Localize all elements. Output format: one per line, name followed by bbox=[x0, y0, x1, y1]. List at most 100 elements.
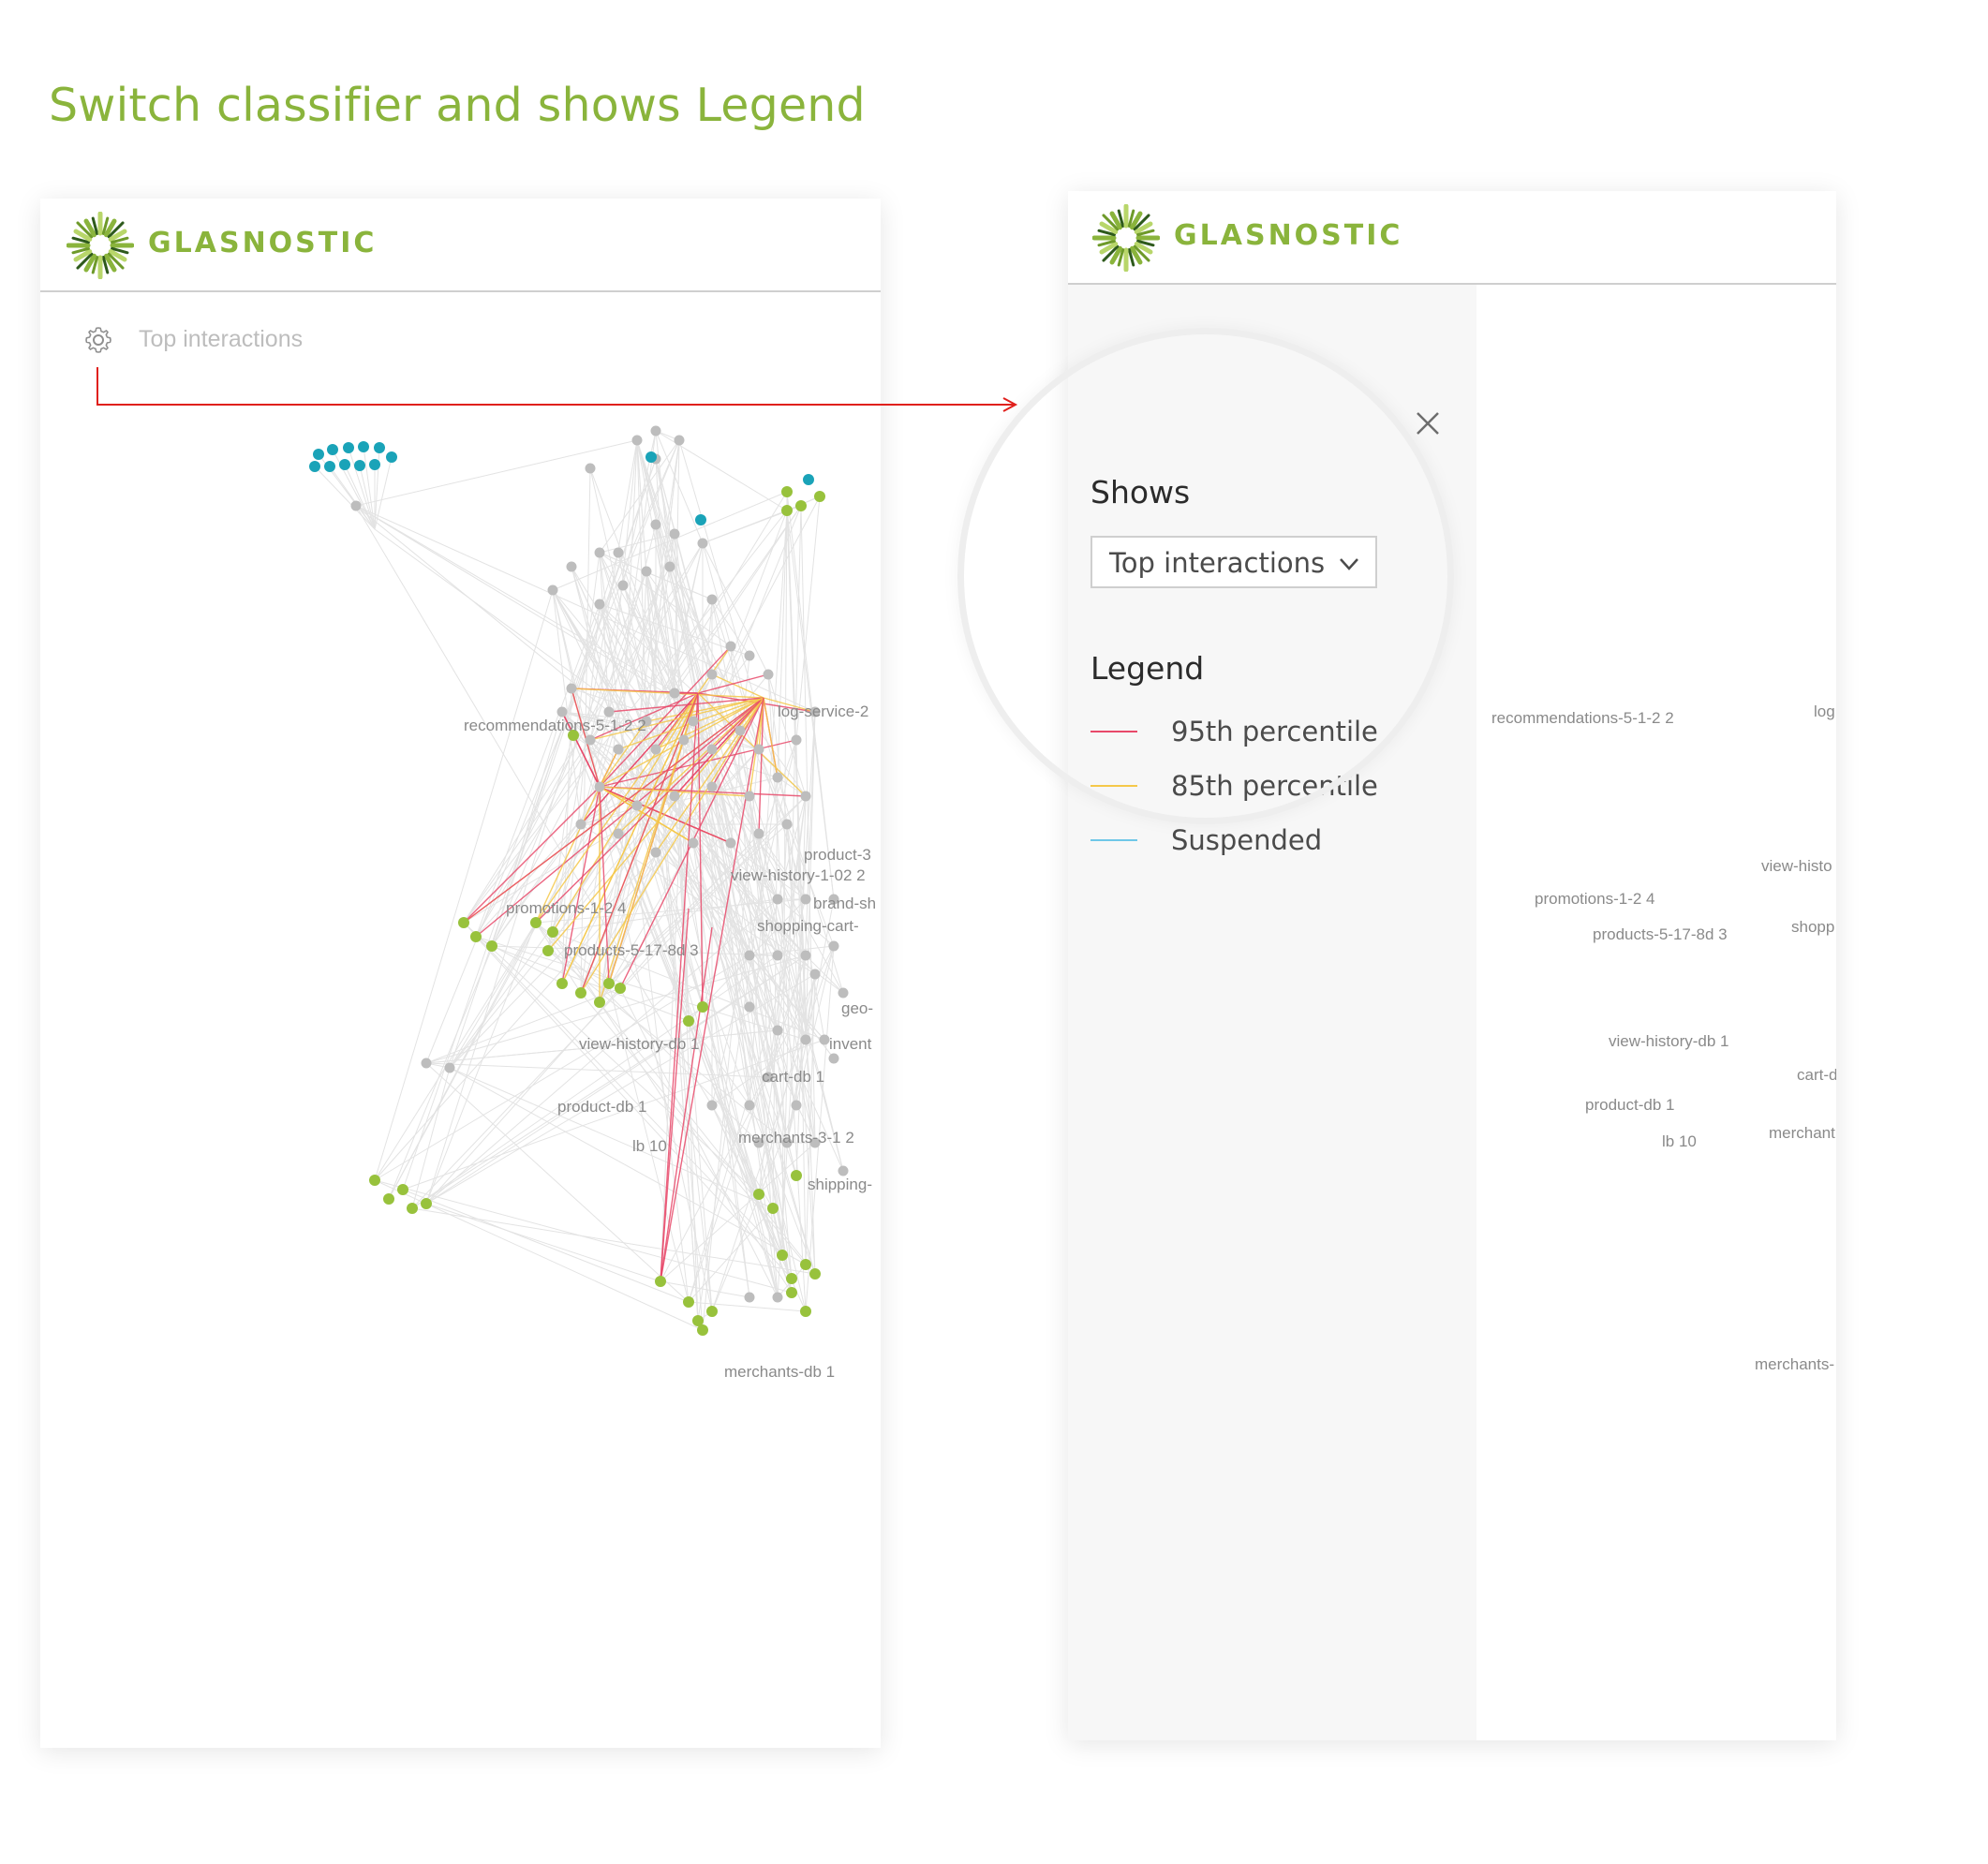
service-node[interactable] bbox=[800, 1034, 811, 1045]
service-node-green[interactable] bbox=[692, 1315, 704, 1326]
service-node[interactable] bbox=[650, 744, 661, 755]
service-node[interactable] bbox=[819, 1034, 830, 1045]
service-node-green[interactable] bbox=[568, 730, 579, 741]
service-node[interactable] bbox=[585, 734, 596, 746]
service-node[interactable] bbox=[753, 828, 764, 839]
service-node[interactable] bbox=[828, 1053, 839, 1064]
service-node[interactable] bbox=[556, 706, 568, 717]
service-node-teal[interactable] bbox=[313, 449, 324, 460]
service-node[interactable] bbox=[594, 599, 605, 610]
service-node[interactable] bbox=[809, 1137, 821, 1148]
service-node[interactable] bbox=[725, 641, 736, 652]
service-node-green[interactable] bbox=[594, 997, 605, 1008]
service-node[interactable] bbox=[650, 847, 661, 858]
service-node[interactable] bbox=[734, 725, 746, 736]
service-node[interactable] bbox=[772, 950, 783, 961]
service-node[interactable] bbox=[763, 1072, 774, 1083]
service-node[interactable] bbox=[421, 1058, 432, 1069]
service-node[interactable] bbox=[631, 800, 643, 811]
service-node[interactable] bbox=[650, 425, 661, 436]
service-node[interactable] bbox=[650, 519, 661, 530]
service-node[interactable] bbox=[594, 781, 605, 792]
service-node[interactable] bbox=[744, 1292, 755, 1303]
service-node[interactable] bbox=[631, 435, 643, 446]
service-node[interactable] bbox=[444, 1062, 455, 1073]
service-node[interactable] bbox=[706, 594, 718, 605]
service-node[interactable] bbox=[828, 894, 839, 905]
service-node-teal[interactable] bbox=[645, 451, 657, 463]
service-node-green[interactable] bbox=[786, 1287, 797, 1298]
service-node[interactable] bbox=[772, 1025, 783, 1036]
service-node-green[interactable] bbox=[706, 1306, 718, 1317]
service-node-green[interactable] bbox=[781, 486, 793, 497]
service-node-green[interactable] bbox=[407, 1203, 418, 1214]
service-node[interactable] bbox=[706, 669, 718, 680]
service-node-green[interactable] bbox=[397, 1184, 408, 1195]
service-node-green[interactable] bbox=[800, 1306, 811, 1317]
service-node[interactable] bbox=[547, 584, 558, 596]
service-node[interactable] bbox=[828, 940, 839, 952]
service-node[interactable] bbox=[772, 1292, 783, 1303]
service-node-green[interactable] bbox=[777, 1250, 788, 1261]
service-node-green[interactable] bbox=[753, 1189, 764, 1200]
service-node[interactable] bbox=[674, 435, 685, 446]
service-node[interactable] bbox=[753, 744, 764, 755]
service-node-green[interactable] bbox=[786, 1273, 797, 1284]
service-node-teal[interactable] bbox=[324, 461, 335, 472]
service-node[interactable] bbox=[744, 791, 755, 802]
service-node-teal[interactable] bbox=[374, 442, 385, 453]
service-node[interactable] bbox=[800, 894, 811, 905]
service-node[interactable] bbox=[744, 950, 755, 961]
service-node[interactable] bbox=[613, 744, 624, 755]
service-node-teal[interactable] bbox=[339, 459, 350, 470]
service-node-green[interactable] bbox=[791, 1170, 802, 1181]
service-node[interactable] bbox=[688, 716, 699, 727]
service-node-green[interactable] bbox=[530, 917, 542, 928]
service-node[interactable] bbox=[697, 538, 708, 549]
service-node[interactable] bbox=[664, 561, 675, 572]
service-node[interactable] bbox=[725, 837, 736, 849]
service-node[interactable] bbox=[617, 580, 629, 591]
service-node[interactable] bbox=[603, 706, 615, 717]
gear-icon[interactable] bbox=[83, 325, 113, 355]
service-node[interactable] bbox=[575, 819, 586, 830]
service-node[interactable] bbox=[753, 1137, 764, 1148]
service-node[interactable] bbox=[706, 1100, 718, 1111]
service-node[interactable] bbox=[763, 669, 774, 680]
service-node[interactable] bbox=[613, 828, 624, 839]
service-graph[interactable]: recommendations-5-1-2 2 log view-histo prom… bbox=[1068, 191, 1836, 1740]
service-node[interactable] bbox=[809, 706, 821, 717]
service-node[interactable] bbox=[791, 734, 802, 746]
service-node[interactable] bbox=[566, 683, 577, 694]
service-node-green[interactable] bbox=[547, 926, 558, 938]
service-node[interactable] bbox=[744, 1100, 755, 1111]
service-node[interactable] bbox=[744, 1001, 755, 1013]
service-node-teal[interactable] bbox=[309, 461, 320, 472]
service-node[interactable] bbox=[791, 1100, 802, 1111]
service-node-green[interactable] bbox=[383, 1193, 394, 1205]
service-node-teal[interactable] bbox=[369, 459, 380, 470]
service-node-green[interactable] bbox=[470, 931, 482, 942]
service-node-teal[interactable] bbox=[343, 442, 354, 453]
service-node[interactable] bbox=[669, 528, 680, 540]
service-node-green[interactable] bbox=[655, 1276, 666, 1287]
service-node[interactable] bbox=[800, 791, 811, 802]
service-node-green[interactable] bbox=[814, 491, 825, 502]
service-node[interactable] bbox=[594, 547, 605, 558]
shows-select[interactable]: Top interactions bbox=[1090, 536, 1377, 588]
service-node[interactable] bbox=[772, 894, 783, 905]
service-node[interactable] bbox=[641, 716, 652, 727]
service-node-green[interactable] bbox=[458, 917, 469, 928]
service-node-green[interactable] bbox=[683, 1296, 694, 1308]
service-node-green[interactable] bbox=[781, 505, 793, 516]
service-node-green[interactable] bbox=[767, 1203, 779, 1214]
service-node-teal[interactable] bbox=[354, 460, 365, 471]
service-node[interactable] bbox=[781, 819, 793, 830]
service-node-green[interactable] bbox=[697, 1001, 708, 1013]
service-node[interactable] bbox=[781, 1137, 793, 1148]
service-node-green[interactable] bbox=[575, 987, 586, 999]
service-node-green[interactable] bbox=[697, 1324, 708, 1336]
service-node[interactable] bbox=[772, 772, 783, 783]
service-node-teal[interactable] bbox=[327, 444, 338, 455]
service-node[interactable] bbox=[744, 650, 755, 661]
